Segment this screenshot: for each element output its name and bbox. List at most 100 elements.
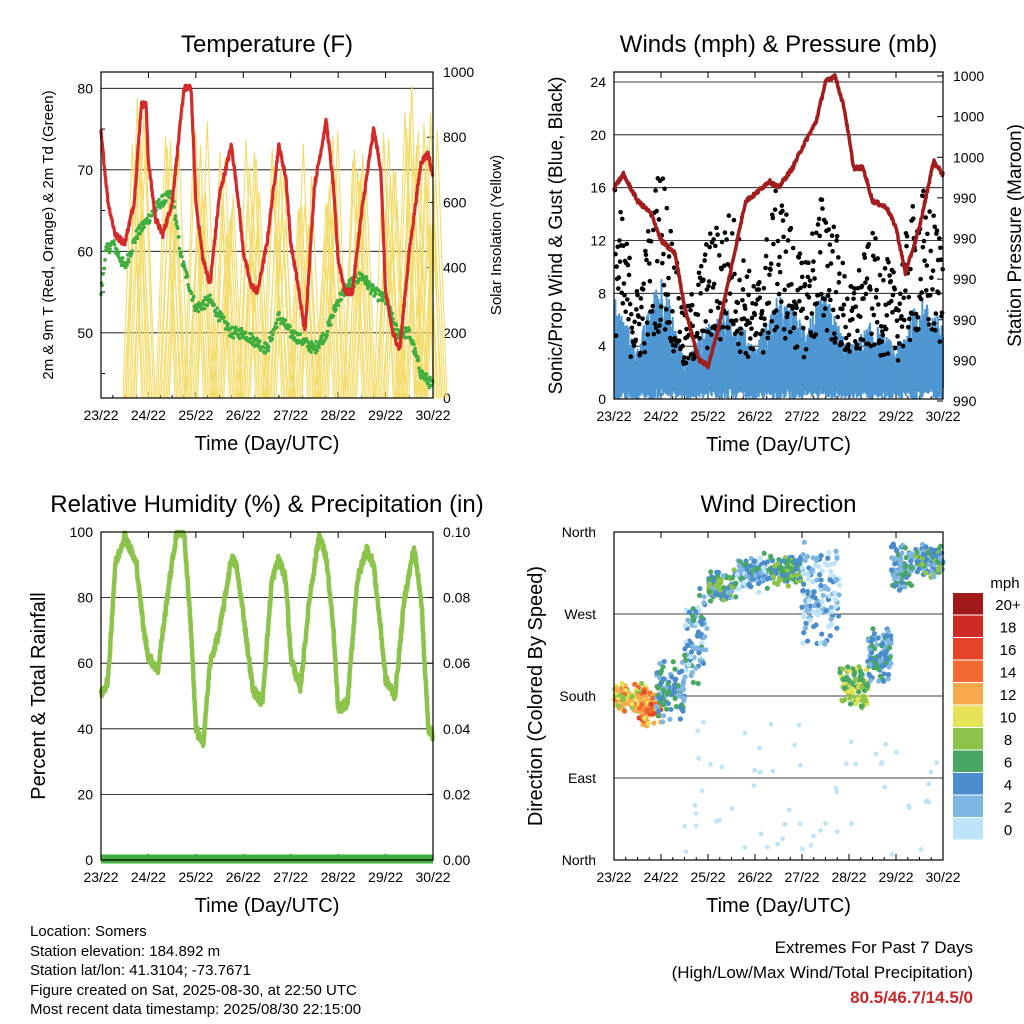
direction-point [761, 550, 767, 556]
gust-point [919, 290, 925, 295]
gust-point [775, 238, 781, 244]
gust-point [927, 293, 933, 298]
direction-point [886, 664, 892, 670]
solar-spike [378, 138, 399, 399]
direction-point [842, 685, 848, 692]
direction-point [934, 760, 940, 766]
gust-point [715, 232, 720, 237]
gust-point [671, 265, 677, 270]
gust-point [870, 253, 876, 259]
direction-point [702, 634, 708, 640]
gust-point [780, 218, 786, 223]
x-tick-label: 24/22 [131, 869, 166, 885]
legend-label: 6 [1004, 755, 1012, 772]
gust-point [616, 286, 621, 291]
direction-point [809, 579, 816, 585]
direction-point [653, 703, 660, 709]
y2-tick-label: 990 [953, 190, 977, 206]
gust-point [731, 217, 737, 223]
dewpoint-point [130, 249, 135, 253]
direction-point [919, 555, 925, 561]
direction-point [682, 652, 688, 658]
direction-point [712, 591, 718, 597]
gust-point [910, 204, 916, 209]
gust-point [769, 318, 775, 324]
solar-spike [406, 145, 427, 399]
gust-point [707, 231, 713, 236]
direction-point [836, 592, 842, 598]
direction-point [660, 664, 666, 670]
dewpoint-point [424, 372, 429, 376]
direction-point [810, 555, 816, 561]
direction-point [696, 756, 702, 761]
direction-point [810, 609, 816, 615]
gust-point [656, 329, 661, 335]
solar-spike [316, 202, 337, 399]
legend-swatch [953, 728, 983, 750]
direction-point [719, 764, 725, 770]
direction-point [703, 647, 709, 653]
direction-point [892, 576, 898, 582]
gust-point [820, 206, 825, 211]
y-tick-label: 20 [77, 786, 93, 802]
legend-swatch [953, 615, 983, 637]
dewpoint-point [298, 332, 303, 336]
direction-point [891, 543, 897, 549]
dewpoint-point [417, 366, 421, 370]
gust-point [857, 346, 863, 351]
dewpoint-point [102, 266, 107, 271]
direction-point [816, 564, 822, 570]
gust-point [801, 354, 807, 360]
gust-point [640, 287, 646, 292]
gust-point [696, 282, 701, 288]
dewpoint-point [135, 236, 140, 241]
dewpoint-point [322, 338, 327, 343]
gust-point [735, 328, 740, 334]
legend-label: 4 [1004, 777, 1012, 794]
solar-spike [157, 147, 178, 399]
gust-point [737, 277, 742, 283]
gust-point [908, 266, 913, 272]
gust-point [901, 317, 907, 323]
gust-point [658, 304, 664, 309]
dewpoint-point [157, 197, 161, 202]
gust-point [846, 342, 851, 347]
direction-point [885, 628, 891, 634]
gust-point [627, 301, 633, 307]
direction-point [808, 842, 814, 848]
direction-point [718, 576, 724, 583]
gust-point [616, 275, 622, 280]
direction-point [926, 781, 932, 787]
gust-point [641, 341, 647, 346]
direction-point [780, 573, 786, 579]
solar-spike [396, 128, 417, 399]
station-latlon: Station lat/lon: 41.3104; -73.7671 [30, 962, 252, 979]
direction-point [908, 558, 914, 564]
gust-point [921, 238, 927, 244]
gust-point [937, 339, 943, 344]
dewpoint-point [160, 193, 165, 198]
gust-point [821, 313, 826, 318]
gust-point [767, 272, 772, 278]
gust-point [670, 309, 675, 314]
direction-point [694, 645, 700, 651]
dewpoint-point [329, 323, 333, 327]
direction-point [673, 704, 679, 710]
gust-point [782, 336, 788, 341]
direction-point [818, 582, 824, 589]
gust-point [872, 342, 877, 347]
gust-point [709, 332, 714, 337]
dewpoint-point [103, 258, 107, 262]
recent-timestamp: Most recent data timestamp: 2025/08/30 2… [30, 1001, 362, 1018]
direction-point [680, 682, 686, 688]
gust-point [744, 274, 750, 279]
gust-point [779, 299, 784, 305]
direction-point [819, 598, 825, 604]
direction-point [817, 609, 823, 615]
direction-point [842, 676, 848, 683]
direction-point [876, 678, 882, 684]
dewpoint-point [103, 248, 108, 253]
dewpoint-point [257, 339, 262, 343]
direction-point [801, 614, 807, 620]
direction-point [833, 603, 839, 609]
